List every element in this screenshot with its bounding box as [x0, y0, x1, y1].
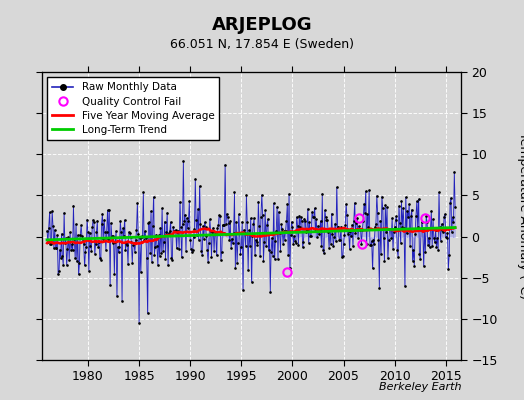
Text: 66.051 N, 17.854 E (Sweden): 66.051 N, 17.854 E (Sweden): [170, 38, 354, 51]
Y-axis label: Temperature Anomaly (°C): Temperature Anomaly (°C): [517, 132, 524, 300]
Text: Berkeley Earth: Berkeley Earth: [379, 382, 461, 392]
Text: ARJEPLOG: ARJEPLOG: [212, 16, 312, 34]
Legend: Raw Monthly Data, Quality Control Fail, Five Year Moving Average, Long-Term Tren: Raw Monthly Data, Quality Control Fail, …: [47, 77, 220, 140]
